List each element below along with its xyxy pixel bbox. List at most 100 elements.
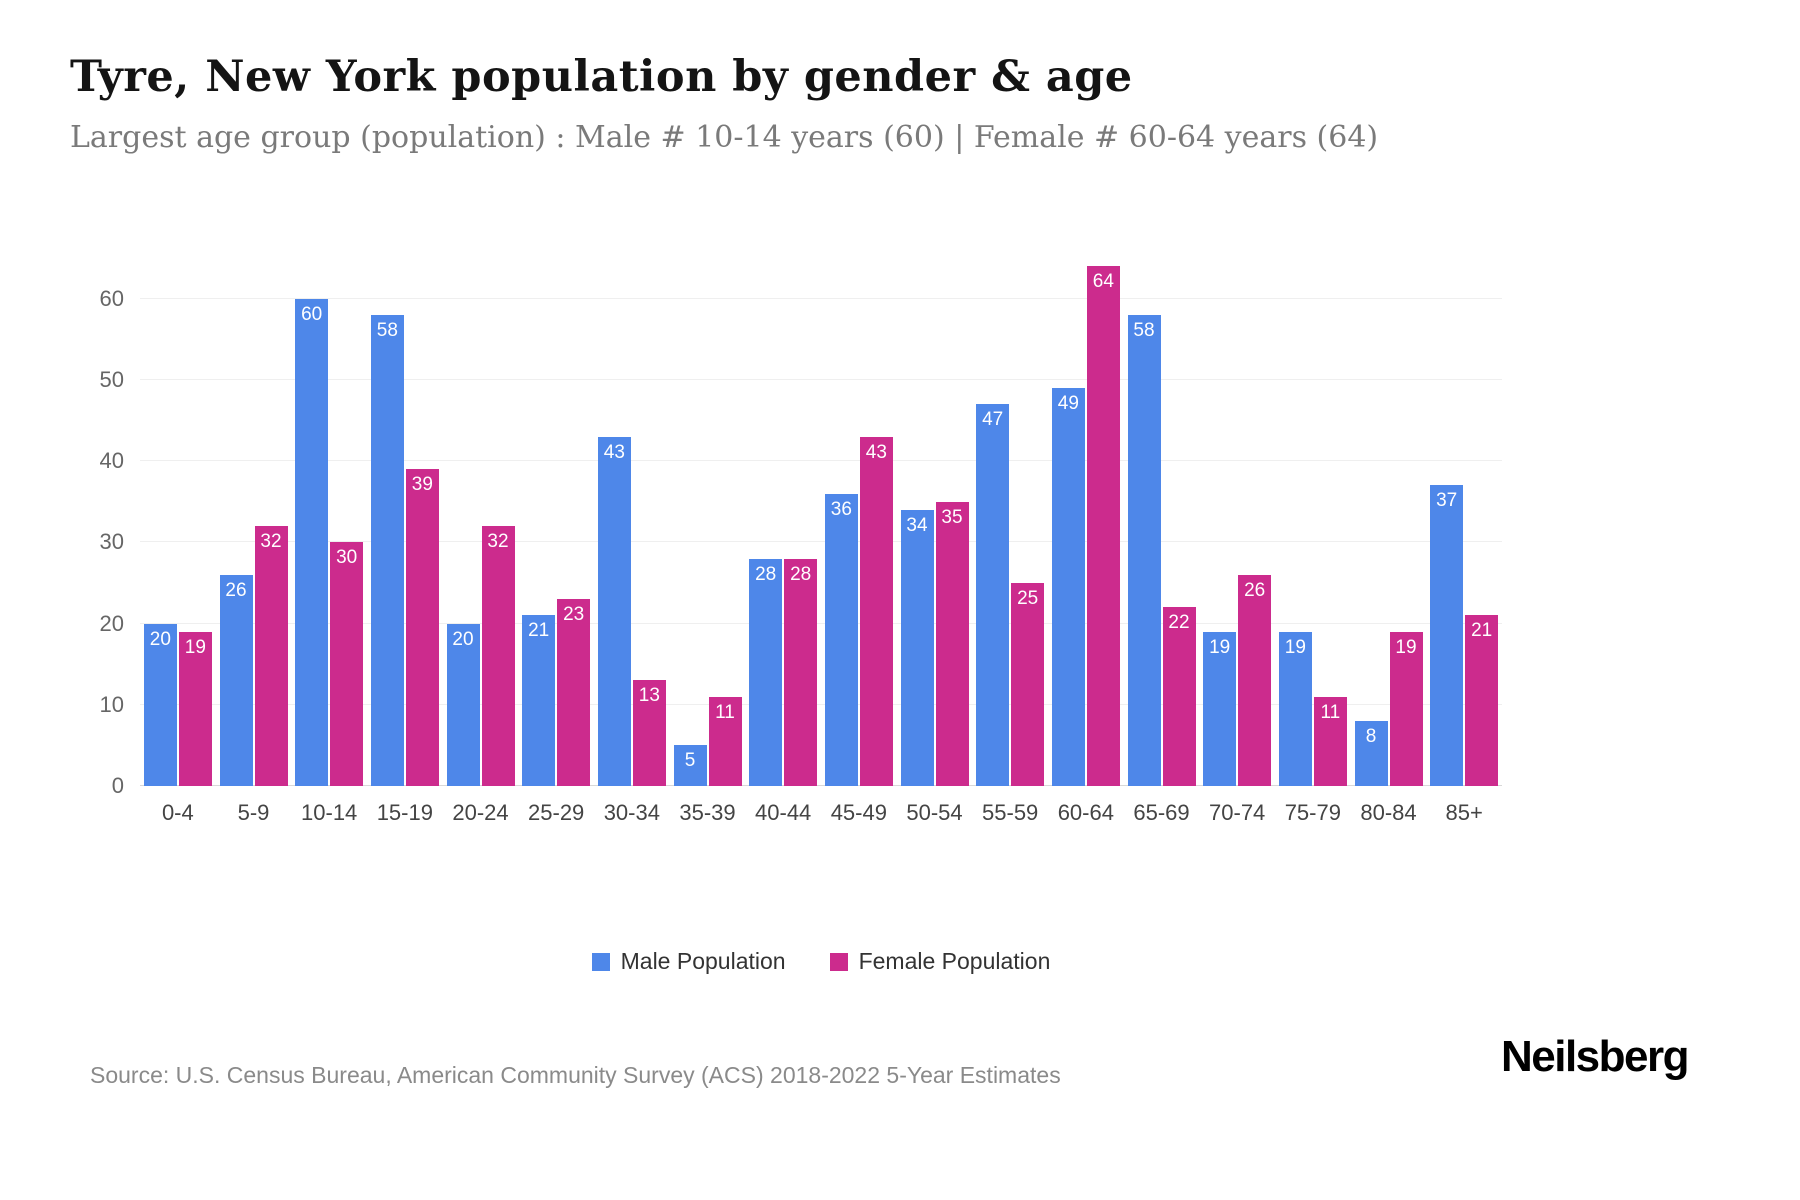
brand-logo: Neilsberg xyxy=(1500,1032,1690,1081)
bar-female[interactable]: 64 xyxy=(1086,266,1120,786)
bar-female[interactable]: 21 xyxy=(1465,615,1499,786)
bar-female[interactable]: 23 xyxy=(557,599,591,786)
legend-item-female[interactable]: Female Population xyxy=(829,948,1051,975)
bar-female[interactable]: 13 xyxy=(632,680,666,786)
x-axis-tick-label: 25-29 xyxy=(528,800,585,825)
bar-value-label: 49 xyxy=(1057,392,1079,414)
bar-female[interactable]: 22 xyxy=(1162,607,1196,786)
x-axis-tick-label: 5-9 xyxy=(237,800,270,825)
x-axis-tick-label: 85+ xyxy=(1445,800,1483,825)
bar-female[interactable]: 19 xyxy=(178,631,212,786)
bar-male[interactable]: 47 xyxy=(976,404,1010,786)
bar-value-label: 64 xyxy=(1092,271,1114,293)
bar-male[interactable]: 26 xyxy=(219,574,253,786)
bar-female[interactable]: 26 xyxy=(1238,574,1272,786)
y-axis-tick-label: 30 xyxy=(99,529,124,555)
x-axis-tick-label: 35-39 xyxy=(679,800,736,825)
bar-female[interactable]: 30 xyxy=(330,542,364,786)
bar-female[interactable]: 35 xyxy=(935,501,969,786)
bar-value-label: 32 xyxy=(260,531,282,553)
legend-swatch-icon xyxy=(591,952,610,971)
y-axis-tick-label: 60 xyxy=(99,285,124,311)
bar-male[interactable]: 43 xyxy=(597,436,631,786)
x-axis-tick-label: 65-69 xyxy=(1133,800,1190,825)
bar-female[interactable]: 25 xyxy=(1011,582,1045,786)
bar-value-label: 39 xyxy=(411,474,433,496)
x-axis-tick-label: 75-79 xyxy=(1284,800,1341,825)
bar-male[interactable]: 21 xyxy=(522,615,556,786)
bar-value-label: 20 xyxy=(149,628,171,650)
gridline xyxy=(140,460,1502,462)
bar-value-label: 19 xyxy=(1395,636,1417,658)
legend-swatch-icon xyxy=(829,952,848,971)
bar-value-label: 28 xyxy=(755,563,777,585)
bar-value-label: 23 xyxy=(563,604,585,626)
bar-value-label: 13 xyxy=(638,685,660,707)
plot-area: 0 10 20 30 40 50 60 20 19 0-4 26 32 5-9 60 30 10-14 58 39… xyxy=(100,258,1502,825)
x-axis-tick-label: 10-14 xyxy=(301,800,358,825)
bar-value-label: 58 xyxy=(1133,319,1155,341)
x-axis-tick-label: 55-59 xyxy=(982,800,1039,825)
bar-value-label: 47 xyxy=(982,409,1004,431)
bar-male[interactable]: 20 xyxy=(446,623,480,786)
bar-female[interactable]: 19 xyxy=(1389,631,1423,786)
bar-value-label: 35 xyxy=(941,506,963,528)
x-axis-tick-label: 40-44 xyxy=(755,800,812,825)
bar-female[interactable]: 11 xyxy=(1313,696,1347,786)
chart-title: Tyre, New York population by gender & ag… xyxy=(70,52,1133,102)
bar-male[interactable]: 8 xyxy=(1354,721,1388,786)
x-axis-tick-label: 15-19 xyxy=(376,800,433,825)
bar-male[interactable]: 28 xyxy=(749,558,783,786)
legend-label: Female Population xyxy=(858,948,1051,974)
bar-value-label: 60 xyxy=(301,303,323,325)
gridline xyxy=(140,785,1502,786)
bar-male[interactable]: 49 xyxy=(1051,387,1085,786)
source-attribution: Source: U.S. Census Bureau, American Com… xyxy=(90,1062,1061,1088)
y-axis-tick-label: 50 xyxy=(99,366,124,392)
gridline xyxy=(140,622,1502,624)
bar-male[interactable]: 19 xyxy=(1278,631,1312,786)
legend-item-male[interactable]: Male Population xyxy=(591,948,786,975)
bar-value-label: 21 xyxy=(1471,620,1493,642)
legend: Male Population Female Population xyxy=(140,948,1502,975)
legend-label: Male Population xyxy=(620,948,786,974)
bar-male[interactable]: 58 xyxy=(370,314,404,786)
y-axis-tick-label: 20 xyxy=(99,610,124,636)
bar-value-label: 30 xyxy=(336,547,358,569)
bar-value-label: 8 xyxy=(1365,726,1377,748)
bar-value-label: 11 xyxy=(1320,701,1341,723)
bar-female[interactable]: 32 xyxy=(481,526,515,786)
bar-male[interactable]: 19 xyxy=(1203,631,1237,786)
bar-male[interactable]: 37 xyxy=(1430,485,1464,786)
bar-male[interactable]: 36 xyxy=(824,493,858,786)
x-axis-tick-label: 20-24 xyxy=(452,800,509,825)
bar-value-label: 36 xyxy=(830,498,852,520)
bar-female[interactable]: 39 xyxy=(405,469,439,786)
bar-value-label: 43 xyxy=(865,441,887,463)
x-axis-tick-label: 80-84 xyxy=(1360,800,1417,825)
x-axis-tick-label: 30-34 xyxy=(603,800,660,825)
bar-value-label: 20 xyxy=(452,628,474,650)
x-axis-tick-label: 0-4 xyxy=(161,800,194,825)
bar-male[interactable]: 58 xyxy=(1127,314,1161,786)
bar-value-label: 58 xyxy=(376,319,398,341)
bar-value-label: 5 xyxy=(684,750,696,772)
bar-female[interactable]: 43 xyxy=(859,436,893,786)
bar-female[interactable]: 11 xyxy=(708,696,742,786)
y-axis-tick-label: 40 xyxy=(99,448,124,474)
bar-value-label: 19 xyxy=(1284,636,1306,658)
gridline xyxy=(140,703,1502,705)
bar-value-label: 19 xyxy=(184,636,206,658)
bar-value-label: 43 xyxy=(603,441,625,463)
bar-value-label: 26 xyxy=(1244,579,1266,601)
bar-male[interactable]: 60 xyxy=(295,298,329,786)
bar-female[interactable]: 32 xyxy=(254,526,288,786)
bar-female[interactable]: 28 xyxy=(784,558,818,786)
x-axis-tick-label: 70-74 xyxy=(1209,800,1266,825)
bar-value-label: 25 xyxy=(1017,587,1039,609)
bar-value-label: 34 xyxy=(906,514,928,536)
bar-male[interactable]: 5 xyxy=(673,745,707,786)
bar-male[interactable]: 34 xyxy=(900,509,934,786)
bar-male[interactable]: 20 xyxy=(143,623,177,786)
x-axis-tick-label: 50-54 xyxy=(906,800,963,825)
